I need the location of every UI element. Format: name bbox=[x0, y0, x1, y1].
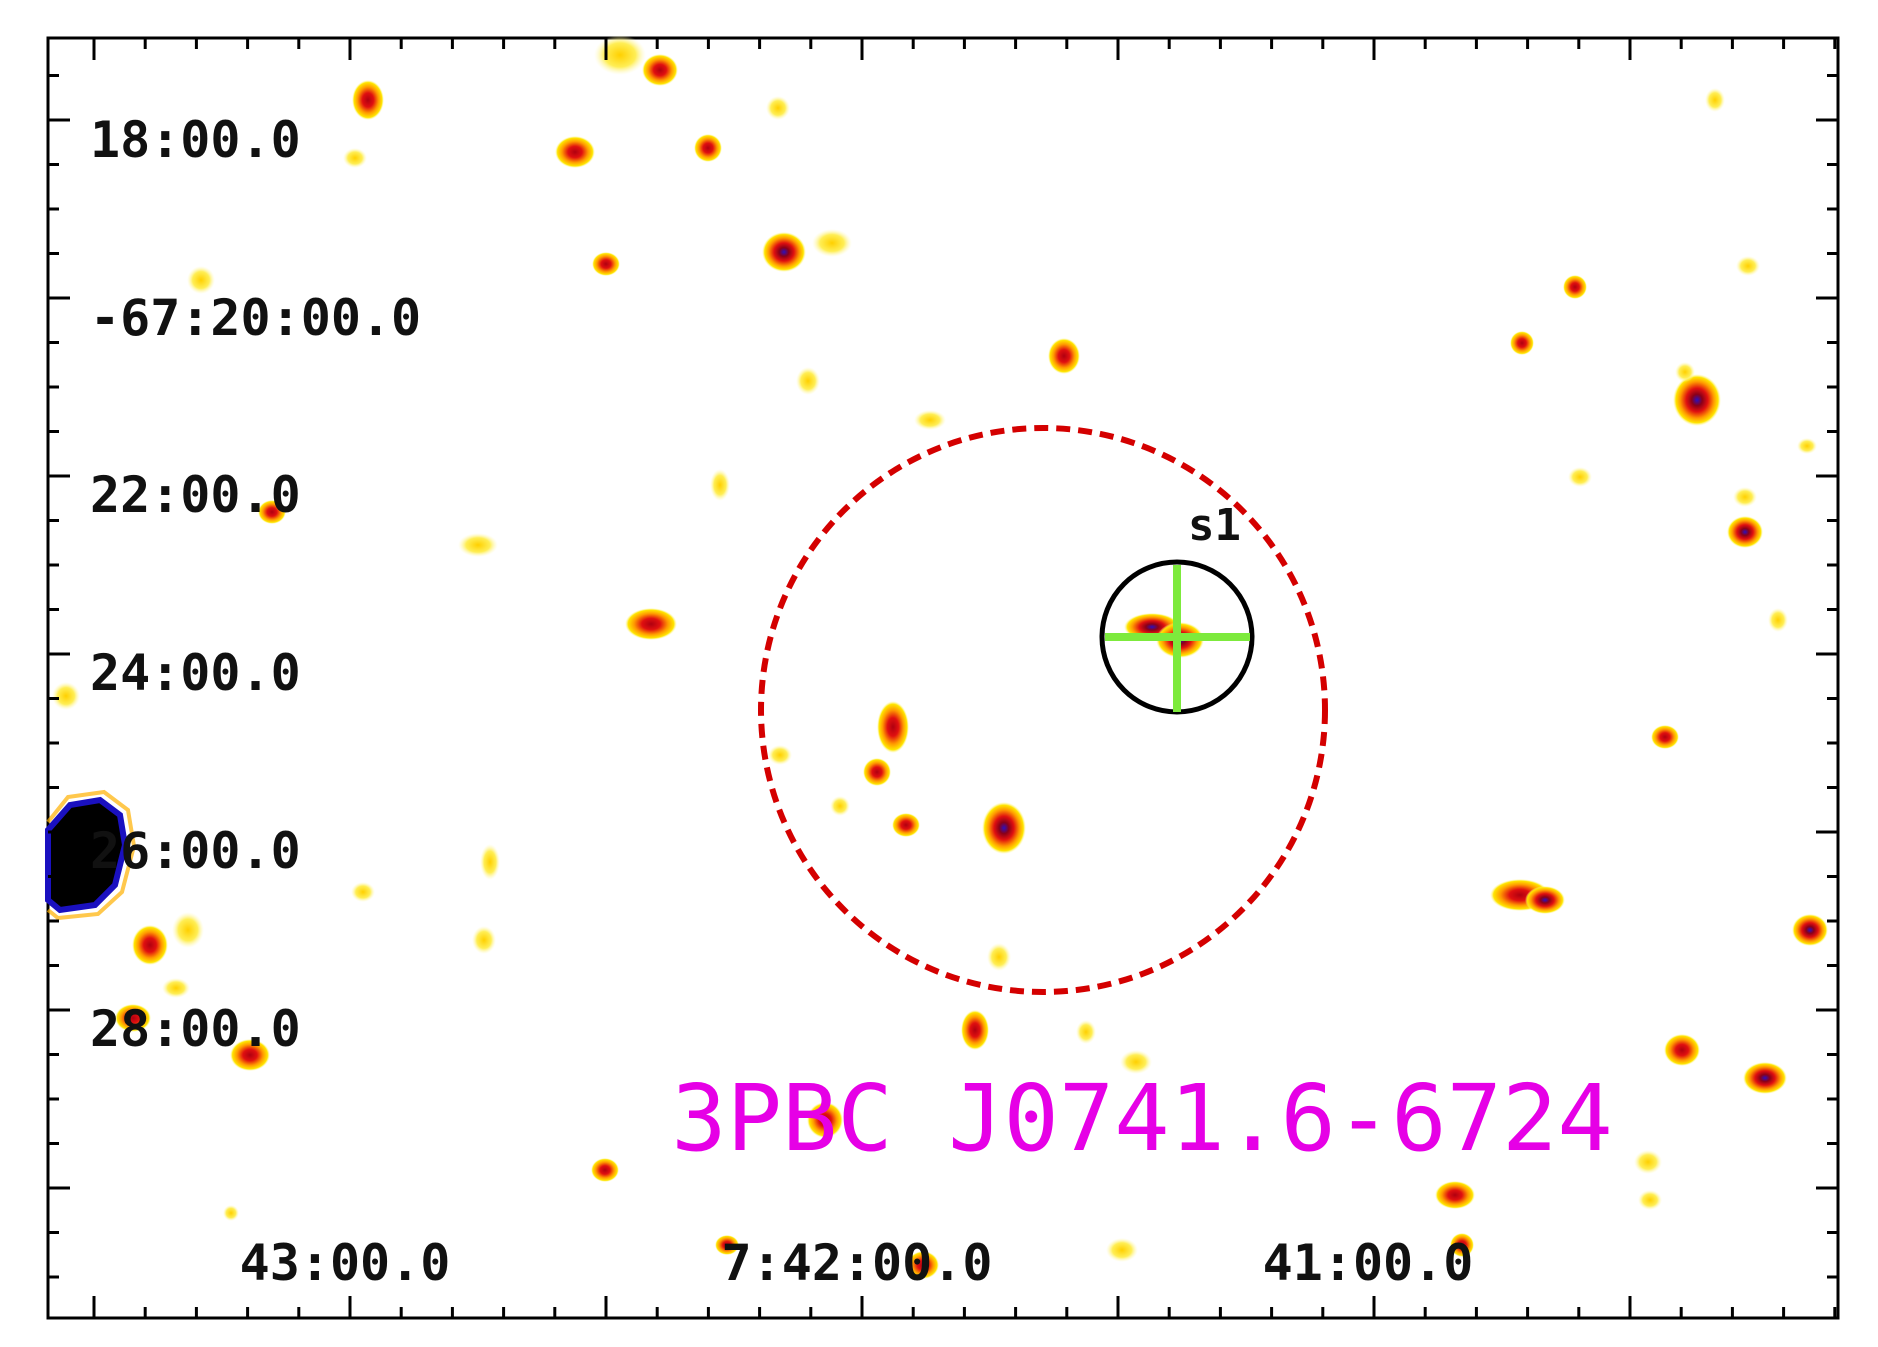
ra-label: 7:42:00.0 bbox=[722, 1234, 993, 1292]
dec-label: 22:00.0 bbox=[90, 466, 301, 524]
image-source-blob bbox=[961, 1010, 989, 1050]
image-source-blob bbox=[1733, 487, 1757, 507]
ra-label: 43:00.0 bbox=[240, 1234, 451, 1292]
image-source-blob bbox=[115, 1004, 151, 1032]
dec-label: -67:20:00.0 bbox=[90, 289, 421, 347]
image-source-blob bbox=[1736, 256, 1760, 276]
image-source-blob bbox=[1048, 338, 1080, 374]
image-source-blob bbox=[1792, 914, 1828, 946]
image-source-blob bbox=[162, 978, 190, 998]
image-source-blob bbox=[710, 469, 730, 501]
image-source-blob bbox=[52, 682, 80, 710]
image-source-blob bbox=[555, 136, 595, 168]
image-source-blob bbox=[1768, 608, 1788, 632]
dec-label: 28:00.0 bbox=[90, 1000, 301, 1058]
image-source-blob bbox=[694, 134, 722, 162]
image-source-blob bbox=[907, 1251, 939, 1279]
image-source-blob bbox=[480, 844, 500, 880]
image-source-blob bbox=[1510, 331, 1534, 355]
image-source-blob bbox=[1525, 886, 1565, 914]
image-source-blob bbox=[1673, 374, 1721, 426]
image-source-blob bbox=[352, 80, 384, 120]
image-source-blob bbox=[1106, 1238, 1138, 1262]
image-source-blob bbox=[1638, 1190, 1662, 1210]
image-source-blob bbox=[223, 1205, 239, 1221]
image-source-blob bbox=[1743, 1062, 1787, 1094]
image-source-blob bbox=[458, 533, 498, 557]
image-source-blob bbox=[1563, 275, 1587, 299]
image-source-blob bbox=[863, 758, 891, 786]
image-source-blob bbox=[812, 229, 852, 257]
image-source-blob bbox=[877, 701, 909, 753]
dec-label: 26:00.0 bbox=[90, 822, 301, 880]
image-source-blob bbox=[172, 912, 204, 948]
image-source-blob bbox=[1568, 467, 1592, 487]
image-source-blob bbox=[594, 35, 646, 75]
plot-title: 3PBC J0741.6-6724 bbox=[671, 1065, 1613, 1172]
image-source-blob bbox=[1634, 1150, 1662, 1174]
image-source-blob bbox=[1076, 1020, 1096, 1044]
ra-label: 41:00.0 bbox=[1263, 1234, 1474, 1292]
image-source-blob bbox=[768, 745, 792, 765]
bright-star-blob bbox=[45, 796, 129, 914]
image-source-blob bbox=[1120, 1050, 1152, 1074]
image-source-blob bbox=[762, 232, 806, 272]
image-source-blob bbox=[343, 148, 367, 168]
image-source-blob bbox=[987, 943, 1011, 971]
image-source-blob bbox=[592, 252, 620, 276]
image-source-blob bbox=[230, 1039, 270, 1071]
image-source-blob bbox=[1450, 1233, 1474, 1257]
dec-label: 24:00.0 bbox=[90, 644, 301, 702]
image-source-blob bbox=[766, 96, 790, 120]
image-source-blob bbox=[132, 925, 168, 965]
image-source-blob bbox=[625, 608, 677, 640]
image-source-blob bbox=[830, 796, 850, 816]
image-sources bbox=[52, 35, 1828, 1279]
error-ellipse bbox=[758, 425, 1328, 995]
bright-star-halo bbox=[46, 789, 137, 921]
image-source-blob bbox=[715, 1235, 739, 1255]
image-source-blob bbox=[914, 410, 946, 430]
image-source-blob bbox=[807, 1102, 843, 1138]
image-source-blob bbox=[1727, 516, 1763, 548]
image-source-blob bbox=[1705, 88, 1725, 112]
image-source-blob bbox=[1435, 1181, 1475, 1209]
image-source-blob bbox=[1664, 1034, 1700, 1066]
image-source-blob bbox=[892, 813, 920, 837]
image-source-blob bbox=[1797, 438, 1817, 454]
dec-label: 18:00.0 bbox=[90, 111, 301, 169]
plot-frame bbox=[46, 36, 1840, 1320]
image-source-blob bbox=[796, 367, 820, 395]
image-source-blob bbox=[1651, 725, 1679, 749]
axis-ticks bbox=[48, 38, 1838, 1318]
ra-labels: 43:00.0 7:42:00.0 41:00.0 bbox=[240, 1234, 1474, 1292]
image-source-blob bbox=[258, 500, 286, 524]
image-source-blob bbox=[982, 802, 1026, 854]
image-source-blob bbox=[642, 54, 678, 86]
source-label: s1 bbox=[1188, 500, 1241, 551]
image-source-blob bbox=[351, 882, 375, 902]
image-source-blob bbox=[1675, 362, 1695, 382]
image-source-blob bbox=[591, 1158, 619, 1182]
image-source-blob bbox=[472, 926, 496, 954]
image-source-blob bbox=[187, 266, 215, 294]
dec-labels: 18:00.0 -67:20:00.0 22:00.0 24:00.0 26:0… bbox=[90, 111, 421, 1058]
